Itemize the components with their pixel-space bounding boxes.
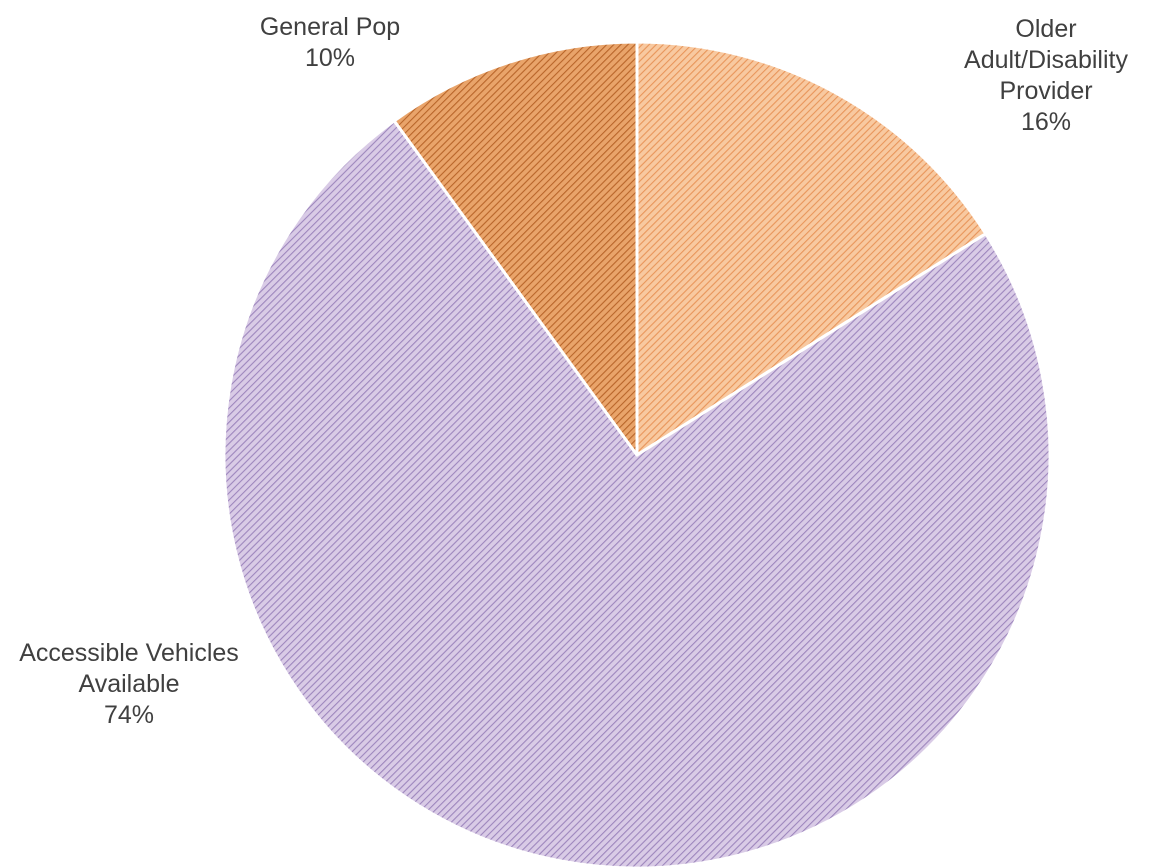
pie-slice-accessible-vehicles-available [222,119,1052,867]
pie-slice-older-adult-disability-provider [635,40,988,457]
slice-label-accessible-vehicles-available: Accessible Vehicles Available 74% [0,638,258,731]
pie-slice-general-pop [392,40,639,457]
slice-label-older-adult-disability-provider: Older Adult/Disability Provider 16% [946,14,1146,138]
slice-value-label: 10% [304,44,356,72]
slice-value-label: 16% [1020,108,1072,136]
slice-label-line: Older [1015,15,1077,43]
slice-label-line: General Pop [259,13,401,41]
slice-label-line: Adult/Disability [964,46,1128,74]
slice-label-line: Provider [999,77,1093,105]
pie-slices [222,40,1052,867]
slice-label-general-pop: General Pop 10% [230,12,430,74]
slice-value-label: 74% [103,701,155,729]
slice-label-line: Accessible Vehicles [19,639,239,667]
slice-label-line: Available [78,670,180,698]
